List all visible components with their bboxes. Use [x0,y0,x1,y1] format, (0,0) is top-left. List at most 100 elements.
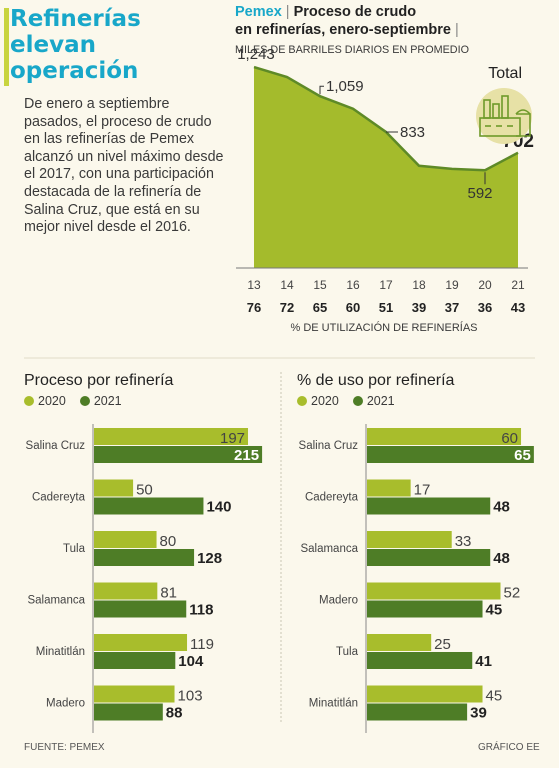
value-label-2020: 119 [190,636,214,653]
value-label-2020: 52 [503,585,520,602]
value-label-2020: 17 [414,482,431,499]
value-label-2021: 88 [166,705,183,722]
data-label: 592 [467,185,492,202]
bars-right-legend: 2020 2021 [297,394,395,408]
bar-2020 [94,582,158,600]
category-label: Tula [63,543,86,555]
value-label-2021: 41 [475,653,492,670]
category-label: Cadereyta [305,492,359,504]
bar-2020 [94,479,134,497]
brand-label: Pemex [235,4,282,20]
x-tick-label: 13 [247,278,261,292]
refinery-icon [476,88,532,144]
x-tick-label: 18 [412,278,426,292]
bar-2021 [367,703,468,721]
bar-2020 [367,479,411,497]
utilization-value: 51 [379,300,393,315]
x-tick-label: 16 [346,278,360,292]
bar-2020 [367,428,522,445]
bar-2020 [94,428,249,445]
bar-2020 [367,634,432,651]
title-line-2: en refinerías, enero-septiembre [235,22,451,38]
category-label: Tula [336,646,359,658]
top-chart-subtitle: MILES DE BARRILES DIARIOS EN PROMEDIO [235,44,469,56]
value-label-2020: 25 [434,636,451,653]
value-label-2021: 65 [514,447,531,464]
legend-label-2021: 2021 [93,394,122,408]
utilization-value: 36 [478,300,492,315]
bars-left-title: Proceso por refinería [24,372,174,389]
value-label-2021: 215 [234,447,259,464]
bar-2020 [367,531,452,548]
bar-2021 [367,497,491,515]
utilization-value: 39 [412,300,426,315]
legend-label-2020: 2020 [311,394,339,408]
utilization-label: % DE UTILIZACIÓN DE REFINERÍAS [290,321,477,334]
legend-dot-2020 [297,396,307,406]
title-separator: | [285,4,290,20]
value-label-2021: 118 [189,602,213,619]
category-label: Madero [46,698,85,710]
value-label-2021: 104 [178,653,204,670]
source-note: FUENTE: PEMEX [24,742,105,753]
legend-label-2021: 2021 [366,394,395,408]
value-label-2020: 60 [501,430,518,447]
bar-2020 [94,531,157,548]
headline-line: elevan [10,32,96,58]
area-chart: 1,2431,059833592702137614721565166017511… [236,46,534,315]
category-label: Salina Cruz [299,440,359,452]
x-tick-label: 14 [280,278,294,292]
value-label-2020: 50 [136,482,153,499]
area-series [254,67,518,268]
x-tick-label: 21 [511,278,525,292]
category-label: Salamanca [300,543,358,555]
value-label-2020: 80 [160,533,177,550]
bar-2021 [94,549,195,566]
utilization-value: 43 [511,300,525,315]
value-label-2020: 33 [455,533,472,550]
legend-dot-2021 [79,396,90,406]
total-label: Total [488,65,522,82]
bars-right-title: % de uso por refinería [297,372,455,389]
value-label-2020: 81 [160,585,177,602]
utilization-value: 76 [247,300,261,315]
utilization-value: 60 [346,300,360,315]
top-chart-title-2: en refinerías, enero-septiembre | [235,22,459,38]
category-label: Minatitlán [309,698,358,710]
bar-2021 [94,446,263,463]
category-label: Madero [319,595,358,607]
title-separator: | [455,22,459,38]
bar-2020 [94,685,175,703]
legend-label-2020: 2020 [38,394,66,408]
bar-2021 [367,652,473,669]
x-tick-label: 19 [445,278,459,292]
data-label: 1,059 [326,78,364,95]
bars-left-legend: 2020 2021 [24,394,122,408]
bar-2021 [94,600,187,618]
category-label: Salina Cruz [26,440,86,452]
value-label-2021: 48 [493,550,510,567]
utilization-value: 65 [313,300,327,315]
headline-line: operación [10,58,139,84]
utilization-value: 37 [445,300,459,315]
data-label: 1,243 [237,46,275,63]
value-label-2020: 197 [220,430,245,447]
label-leader [319,85,324,95]
value-label-2021: 45 [486,602,503,619]
category-label: Minatitlán [36,646,85,658]
category-label: Cadereyta [32,492,86,504]
value-label-2021: 140 [206,499,231,516]
bar-2020 [367,582,501,600]
legend-dot-2020 [24,396,34,406]
top-chart-title: Pemex | Proceso de crudo [235,4,416,20]
bar-2021 [367,549,491,566]
value-label-2021: 128 [197,550,222,567]
data-label: 833 [400,124,425,141]
x-tick-label: 17 [379,278,393,292]
credit-note: GRÁFICO EE [478,742,540,753]
bar-2020 [94,634,188,651]
value-label-2020: 45 [486,688,503,705]
